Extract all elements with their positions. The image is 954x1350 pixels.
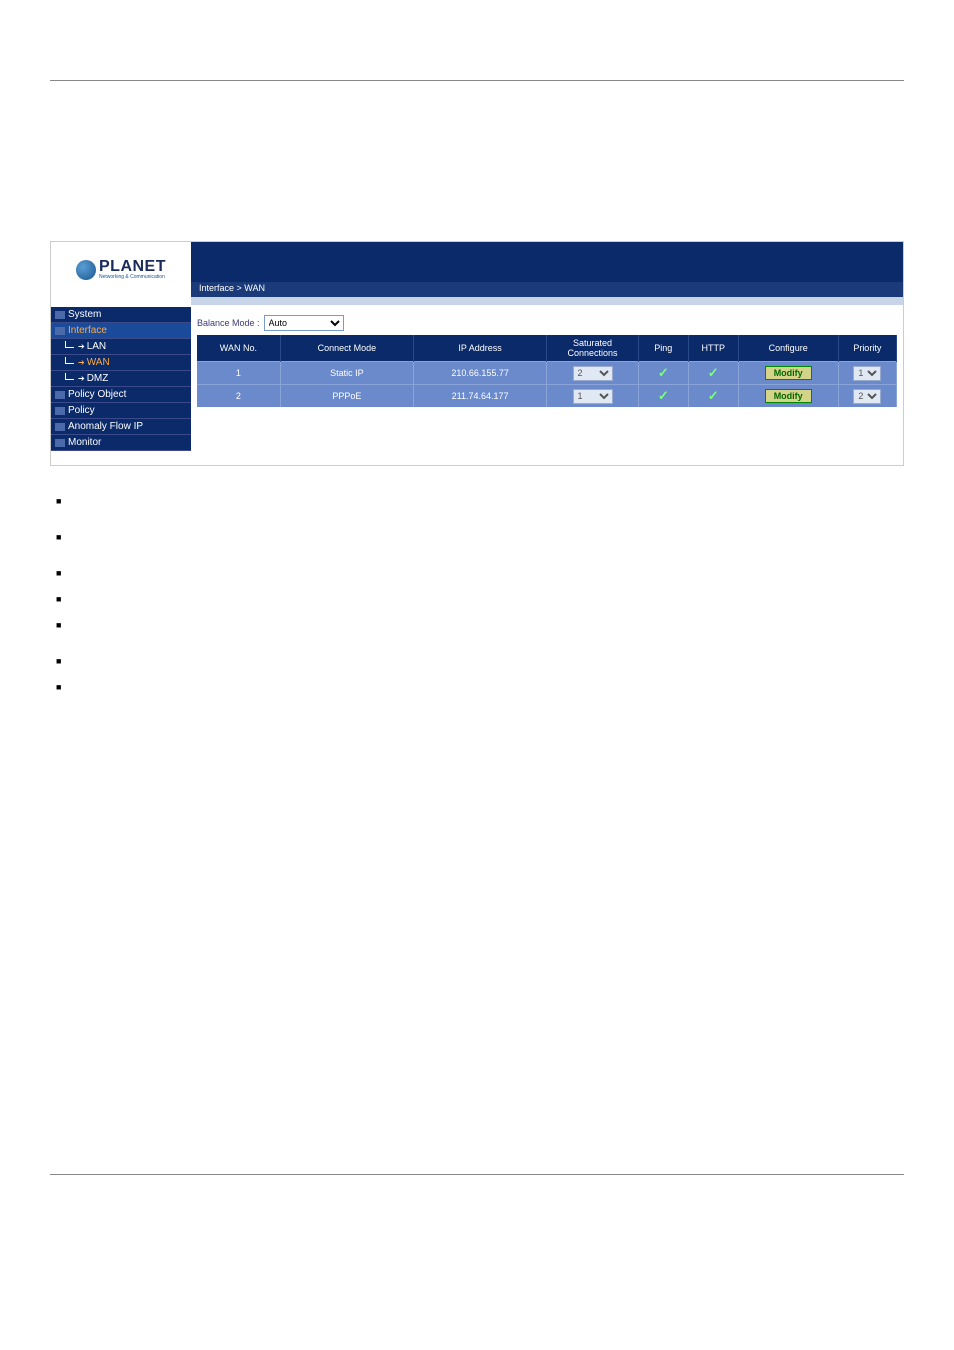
logo-area: PLANET Networking & Communication [51, 242, 191, 297]
balance-mode-select[interactable]: Auto [264, 315, 344, 331]
saturated-select[interactable]: 1 [573, 389, 613, 404]
modify-button[interactable]: Modify [765, 366, 812, 380]
table-header: Configure [738, 335, 838, 362]
breadcrumb: Interface > WAN [191, 282, 903, 297]
sidebar-subitem-label: WAN [87, 357, 110, 368]
sidebar-item-label: Policy Object [68, 389, 126, 400]
logo: PLANET Networking & Communication [76, 259, 166, 280]
wan-table: WAN No.Connect ModeIP AddressSaturatedCo… [197, 335, 897, 407]
table-row: 2PPPoE211.74.64.1771✓✓Modify2 [197, 385, 897, 408]
bullet-item [50, 620, 904, 632]
cell-wan-no: 1 [197, 362, 280, 385]
sidebar-item-label: Interface [68, 325, 107, 336]
cell-ip-address: 210.66.155.77 [414, 362, 547, 385]
globe-icon [76, 260, 96, 280]
table-row: 1Static IP210.66.155.772✓✓Modify1 [197, 362, 897, 385]
bullet-item [50, 656, 904, 668]
cell-priority: 1 [838, 362, 896, 385]
folder-icon [55, 327, 65, 335]
priority-select[interactable]: 1 [853, 366, 881, 381]
sidebar-subitem-dmz[interactable]: ➔DMZ [51, 371, 191, 387]
logo-tagline: Networking & Communication [99, 275, 166, 280]
sidebar-item-system[interactable]: System [51, 307, 191, 323]
sidebar-subitem-label: LAN [87, 341, 106, 352]
folder-icon [55, 423, 65, 431]
arrow-icon: ➔ [78, 358, 85, 367]
check-icon: ✓ [658, 365, 669, 380]
table-header: Connect Mode [280, 335, 413, 362]
sidebar-item-anomaly-flow-ip[interactable]: Anomaly Flow IP [51, 419, 191, 435]
app-window: PLANET Networking & Communication Interf… [50, 241, 904, 466]
check-icon: ✓ [708, 365, 719, 380]
cell-configure: Modify [738, 362, 838, 385]
main-content: Balance Mode : Auto WAN No.Connect ModeI… [191, 305, 903, 465]
bullet-item [50, 496, 904, 508]
table-header: HTTP [688, 335, 738, 362]
bullet-item [50, 594, 904, 606]
sidebar-item-policy[interactable]: Policy [51, 403, 191, 419]
saturated-select[interactable]: 2 [573, 366, 613, 381]
table-header: IP Address [414, 335, 547, 362]
folder-icon [55, 407, 65, 415]
folder-icon [55, 311, 65, 319]
arrow-icon: ➔ [78, 342, 85, 351]
arrow-icon: ➔ [78, 374, 85, 383]
table-header: Ping [638, 335, 688, 362]
bullet-item [50, 682, 904, 694]
breadcrumb-text: Interface > WAN [199, 283, 265, 293]
sub-bar [191, 297, 903, 305]
sidebar-subitem-lan[interactable]: ➔LAN [51, 339, 191, 355]
sidebar-item-label: Anomaly Flow IP [68, 421, 143, 432]
check-icon: ✓ [658, 388, 669, 403]
cell-http: ✓ [688, 385, 738, 408]
sidebar-subitem-label: DMZ [87, 373, 109, 384]
cell-saturated: 2 [547, 362, 639, 385]
sidebar-item-interface[interactable]: Interface [51, 323, 191, 339]
table-header: WAN No. [197, 335, 280, 362]
sidebar-item-policy-object[interactable]: Policy Object [51, 387, 191, 403]
balance-mode-label: Balance Mode : [197, 318, 260, 328]
cell-ip-address: 211.74.64.177 [414, 385, 547, 408]
cell-saturated: 1 [547, 385, 639, 408]
sidebar-subitem-wan[interactable]: ➔WAN [51, 355, 191, 371]
table-header: Priority [838, 335, 896, 362]
cell-connect-mode: PPPoE [280, 385, 413, 408]
modify-button[interactable]: Modify [765, 389, 812, 403]
balance-mode-row: Balance Mode : Auto [197, 315, 897, 331]
bullet-item [50, 532, 904, 544]
sidebar-item-monitor[interactable]: Monitor [51, 435, 191, 451]
bullet-list [50, 496, 904, 694]
folder-icon [55, 439, 65, 447]
sidebar-item-label: System [68, 309, 101, 320]
folder-icon [55, 391, 65, 399]
logo-name: PLANET [99, 259, 166, 275]
table-header: SaturatedConnections [547, 335, 639, 362]
cell-configure: Modify [738, 385, 838, 408]
cell-ping: ✓ [638, 362, 688, 385]
cell-wan-no: 2 [197, 385, 280, 408]
bullet-item [50, 568, 904, 580]
cell-connect-mode: Static IP [280, 362, 413, 385]
sidebar-item-label: Monitor [68, 437, 101, 448]
cell-http: ✓ [688, 362, 738, 385]
sidebar: SystemInterface➔LAN➔WAN➔DMZPolicy Object… [51, 305, 191, 465]
sidebar-item-label: Policy [68, 405, 95, 416]
cell-priority: 2 [838, 385, 896, 408]
cell-ping: ✓ [638, 385, 688, 408]
header-bar [191, 242, 903, 282]
priority-select[interactable]: 2 [853, 389, 881, 404]
check-icon: ✓ [708, 388, 719, 403]
